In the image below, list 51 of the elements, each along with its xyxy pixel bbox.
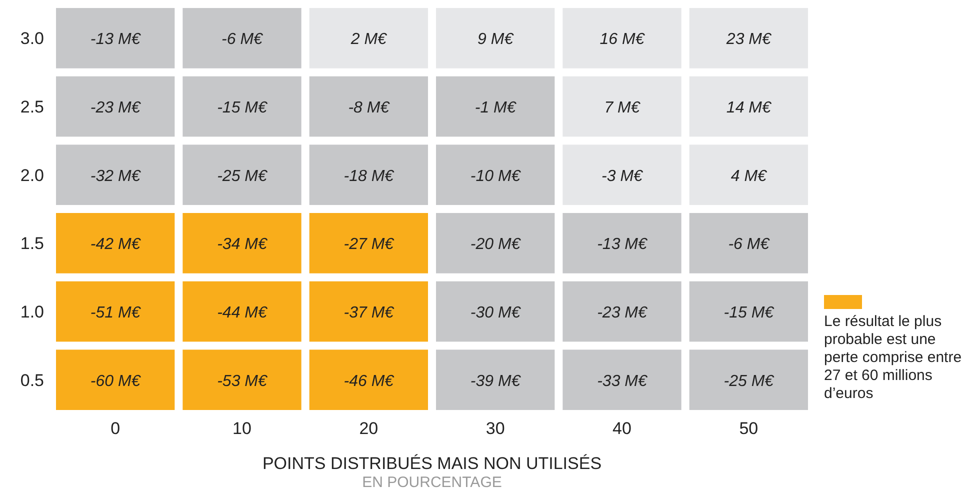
data-label: -25 M€ [217, 168, 268, 185]
data-label: -27 M€ [344, 236, 395, 254]
data-label: -46 M€ [344, 372, 395, 390]
x-tick-label: 10 [232, 419, 252, 438]
legend-title: Le résultat le plus probable est une perte comprise entre 27 et 60 millions d’euros [824, 313, 963, 403]
data-label: -23 M€ [90, 100, 142, 116]
x-tick-label: 40 [612, 419, 632, 438]
data-label: -44 M€ [217, 304, 268, 322]
text: EN POURCENTAGE [361, 474, 503, 491]
data-label: -42 M€ [90, 236, 142, 254]
data-label: 9 M€ [478, 31, 514, 48]
y-tick-label: 2.0 [20, 166, 44, 185]
data-label: -18 M€ [344, 168, 395, 185]
y-tick-label: 2.5 [20, 98, 44, 117]
data-label: 23 M€ [725, 31, 772, 48]
data-label: -1 M€ [474, 100, 517, 116]
x-tick-label: 30 [486, 419, 505, 438]
data-label: -51 M€ [90, 304, 142, 322]
data-label: -6 M€ [728, 236, 770, 254]
data-label: 14 M€ [726, 100, 772, 116]
data-label: -25 M€ [724, 372, 775, 390]
y-tick-label: 0.5 [20, 370, 44, 390]
data-label: 16 M€ [600, 31, 646, 48]
data-label: -34 M€ [217, 236, 268, 254]
y-tick-label: 1.5 [20, 234, 44, 254]
data-label: 7 M€ [604, 100, 641, 116]
y-tick-label: 1.0 [20, 302, 44, 322]
data-label: -13 M€ [90, 31, 142, 48]
data-label: -3 M€ [602, 168, 644, 185]
data-label: -30 M€ [470, 304, 522, 322]
data-label: -32 M€ [90, 168, 142, 185]
data-label: -37 M€ [344, 304, 395, 322]
data-label: -23 M€ [597, 304, 648, 322]
data-label: -20 M€ [470, 236, 522, 254]
data-label: -10 M€ [470, 168, 522, 185]
data-label: -53 M€ [217, 372, 268, 390]
data-label: -13 M€ [597, 236, 648, 254]
data-label: -15 M€ [724, 304, 775, 322]
data-label: 2 M€ [350, 31, 388, 48]
x-axis-title: POINTS DISTRIBUÉS MAIS NON UTILISÉS [261, 454, 603, 474]
y-tick-label: 3.0 [20, 29, 44, 48]
data-label: -15 M€ [217, 100, 268, 116]
x-tick-label: 50 [739, 419, 758, 438]
data-label: 4 M€ [730, 168, 768, 185]
data-label: -39 M€ [470, 372, 522, 390]
data-label: -8 M€ [348, 100, 390, 116]
data-label: -6 M€ [222, 31, 264, 48]
x-tick-label: 0 [110, 419, 120, 438]
data-label: -33 M€ [597, 372, 648, 390]
data-label: -60 M€ [90, 372, 142, 390]
x-tick-label: 20 [359, 419, 378, 438]
